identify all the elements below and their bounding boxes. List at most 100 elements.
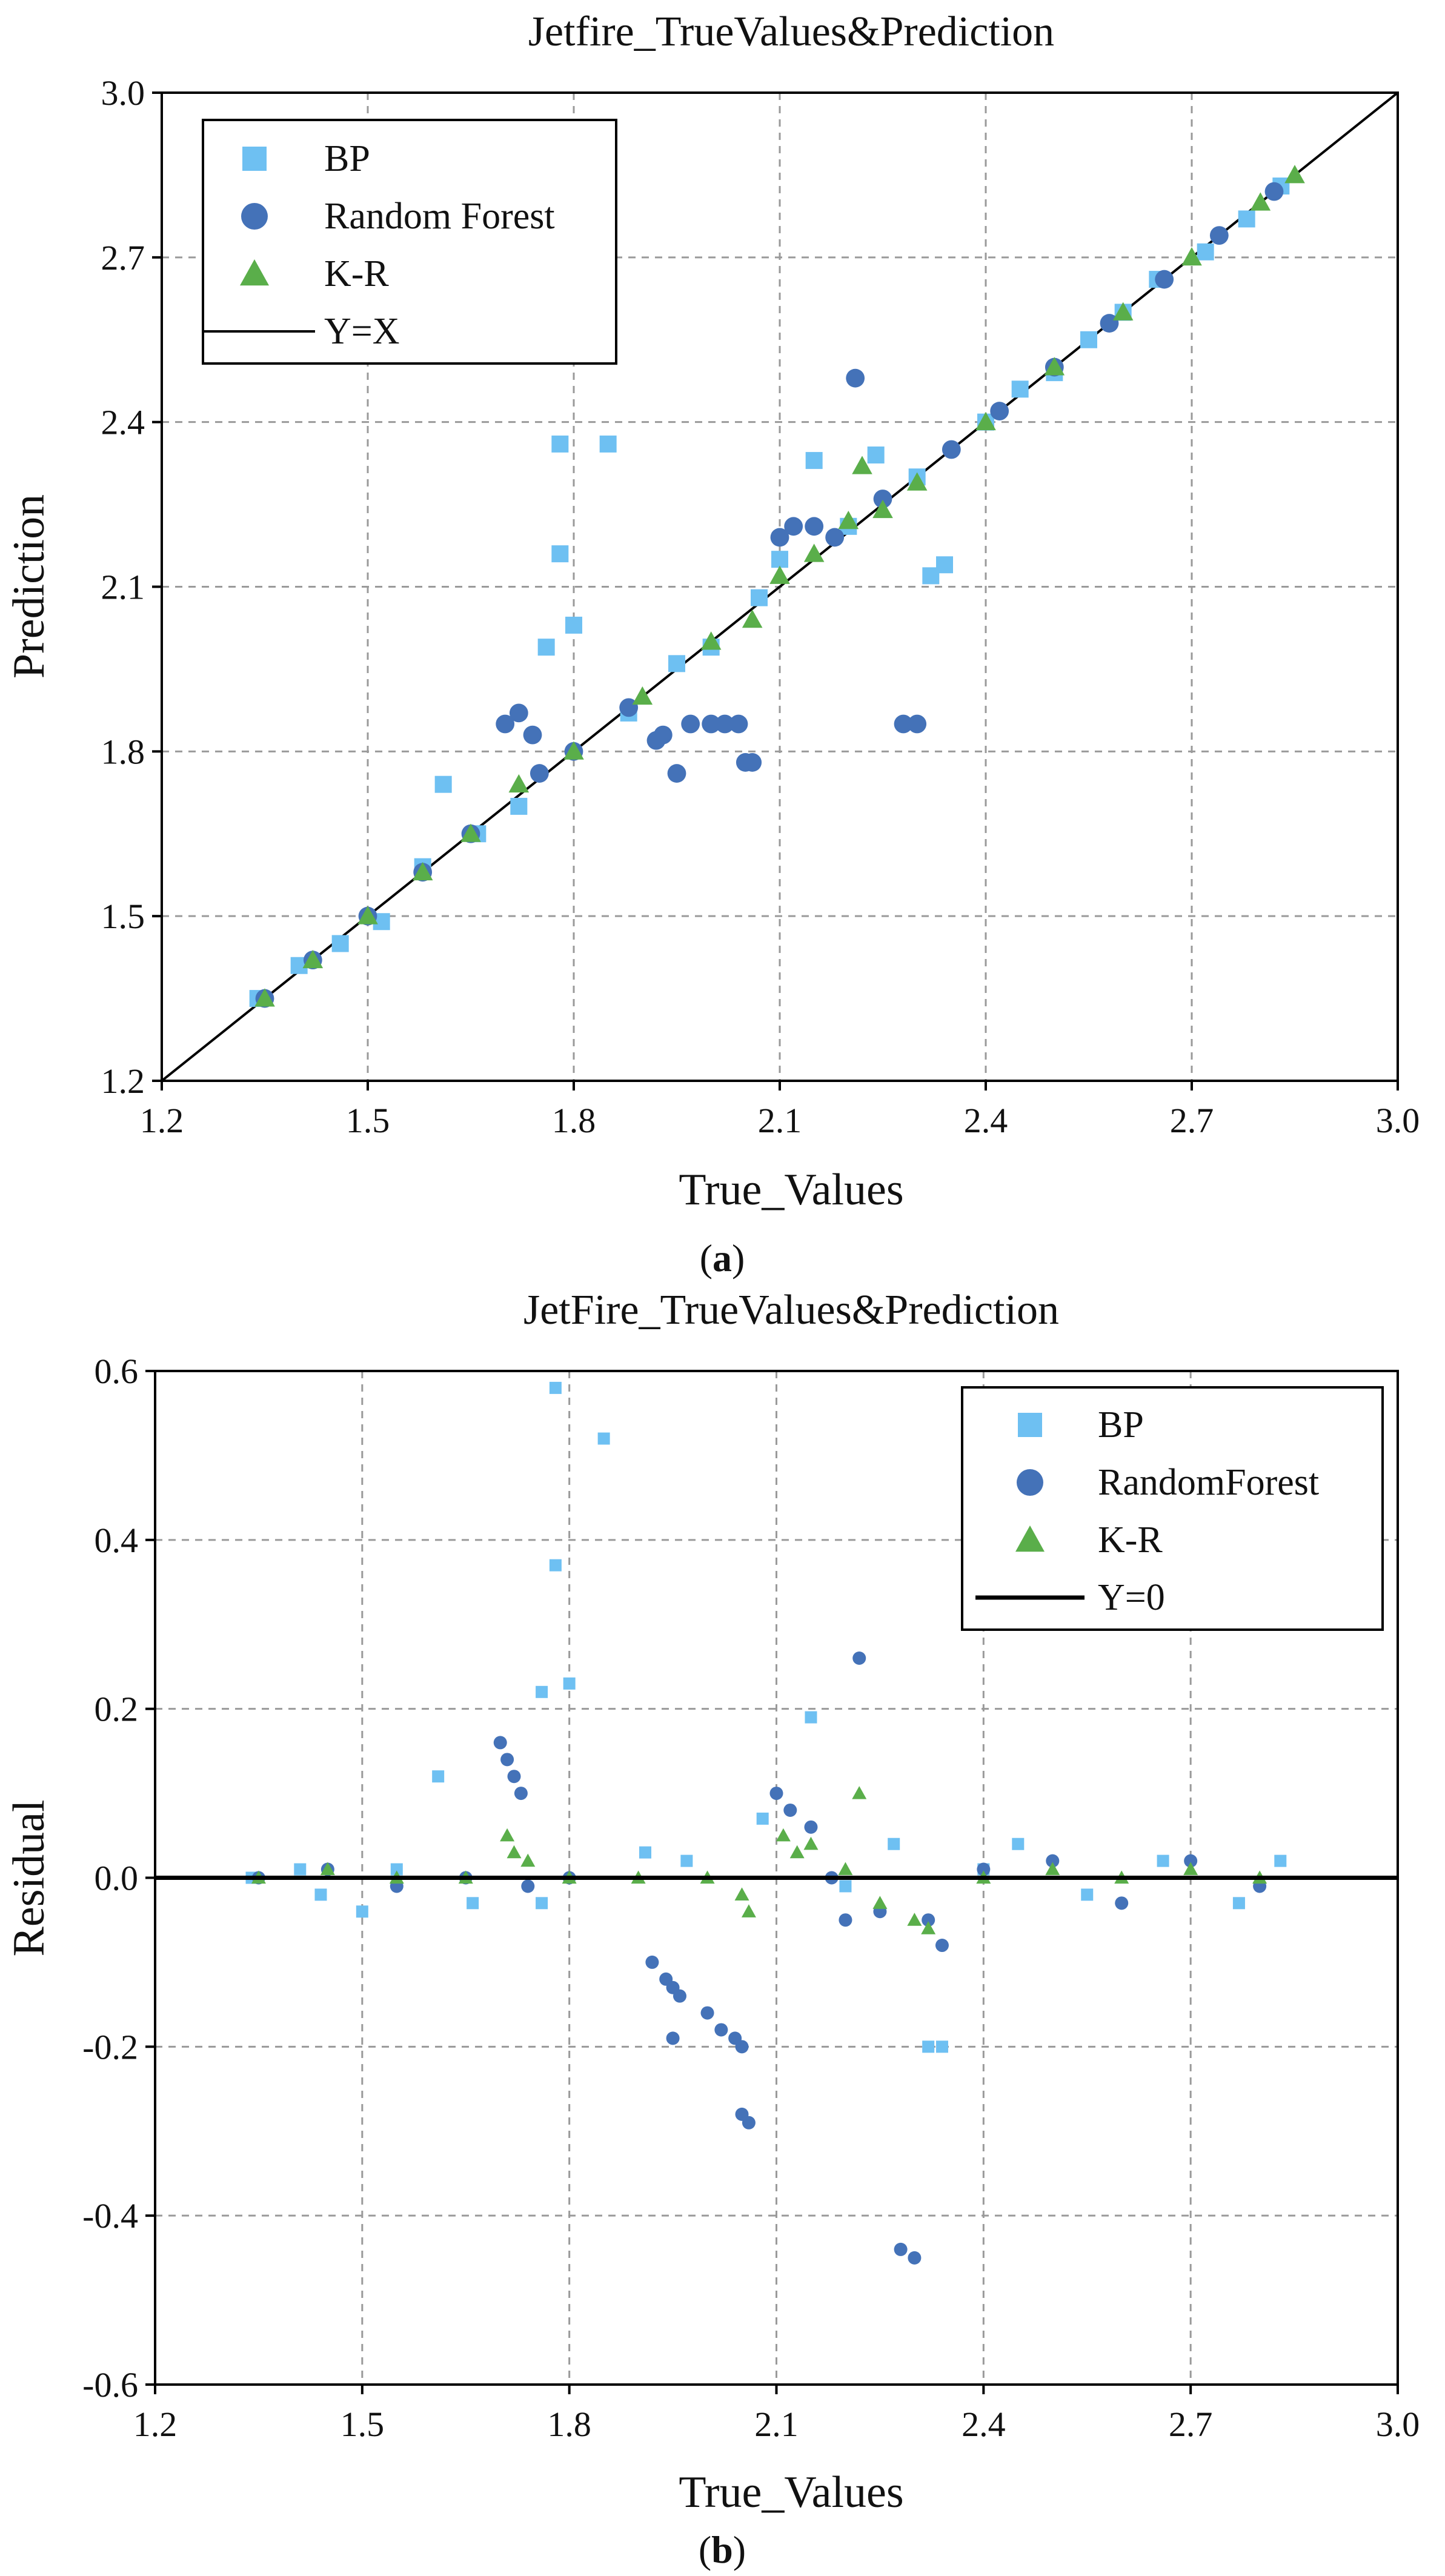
b-x-tick-label: 2.7 [1169, 2405, 1213, 2444]
b-circle-point [735, 2040, 749, 2054]
b-square-point [839, 1880, 852, 1893]
a-triangle-point [508, 774, 530, 793]
a-circle-point [496, 714, 515, 734]
panel-a-legend: BP Random Forest K-R Y=X [202, 119, 617, 365]
a-triangle-point [563, 741, 584, 760]
a-circle-point [530, 764, 549, 783]
panel-b-legend-markers [975, 1413, 1085, 1600]
a-circle-point [681, 714, 700, 734]
a-circle-point [702, 714, 721, 734]
b-circle-point [742, 2116, 756, 2130]
b-circle-point [894, 2242, 908, 2256]
b-x-tick-label: 2.4 [962, 2405, 1006, 2444]
b-circle-point [500, 1753, 514, 1767]
a-triangle-point [838, 510, 859, 529]
b-circle-point [1046, 1854, 1060, 1868]
a-x-tick-label: 2.7 [1170, 1101, 1214, 1140]
a-triangle-point [803, 543, 825, 562]
a-triangle-point [357, 906, 378, 925]
square-marker-icon [1018, 1413, 1042, 1437]
b-triangle-point [803, 1836, 819, 1850]
panel-b-chart: JetFire_TrueValues&Prediction 1.2 1.5 1.8 2… [4, 1287, 1420, 2571]
b-circle-point [507, 1770, 521, 1784]
b-triangle-point [921, 1921, 936, 1934]
a-x-tick-label: 2.4 [964, 1101, 1008, 1140]
a-triangle-point [742, 609, 763, 628]
b-triangle-point [507, 1845, 522, 1859]
b-square-point [432, 1770, 445, 1783]
b-y-tick-label: 0.0 [95, 1859, 139, 1898]
a-square-point [1011, 380, 1029, 398]
a-triangle-point [700, 631, 722, 650]
a-triangle-point [872, 499, 893, 519]
b-square-point [314, 1888, 327, 1901]
b-circle-point [700, 2006, 714, 2020]
b-circle-point [514, 1787, 528, 1801]
a-square-point [537, 639, 555, 656]
panel-b-legend-y-equals-0: Y=0 [1098, 1577, 1165, 1618]
panel-b-x-axis-label: True_Values [679, 2468, 903, 2517]
a-x-tick-label: 2.1 [758, 1101, 802, 1140]
panel-a-legend-box [202, 119, 617, 365]
a-square-point [1238, 210, 1255, 228]
b-x-tick-label: 1.5 [340, 2405, 385, 2444]
a-triangle-point [460, 823, 481, 842]
panel-a-data-points [249, 165, 1305, 1008]
a-y-tick-label: 1.2 [101, 1061, 145, 1101]
a-square-point [936, 556, 953, 574]
a-circle-point [653, 725, 673, 745]
panel-b-legend-randomforest: RandomForest [1098, 1462, 1319, 1503]
b-triangle-point [520, 1853, 536, 1867]
b-x-tick-label: 3.0 [1376, 2405, 1420, 2444]
a-square-point [1080, 331, 1097, 348]
a-y-tick-label: 2.4 [101, 403, 145, 442]
b-triangle-point [838, 1862, 853, 1876]
a-x-tick-label: 1.8 [552, 1101, 596, 1140]
a-triangle-point [1284, 165, 1305, 184]
a-triangle-point [254, 988, 275, 1007]
a-triangle-point [852, 456, 872, 474]
a-circle-point [743, 753, 762, 772]
a-triangle-point [906, 472, 928, 491]
a-circle-point [894, 714, 913, 734]
triangle-marker-icon [240, 259, 269, 286]
b-circle-point [852, 1651, 866, 1665]
b-square-point [639, 1846, 652, 1859]
b-circle-point [804, 1820, 818, 1834]
b-square-point [805, 1711, 817, 1724]
b-triangle-point [776, 1828, 791, 1842]
a-triangle-point [1044, 357, 1065, 376]
b-square-point [1232, 1897, 1245, 1910]
b-circle-point [493, 1736, 507, 1750]
panel-b-title: JetFire_TrueValues&Prediction [523, 1287, 1059, 1333]
a-square-point [565, 616, 582, 634]
b-circle-point [935, 1939, 949, 1953]
a-triangle-point [632, 686, 653, 705]
a-triangle-point [975, 411, 996, 431]
a-y-tick-label: 1.8 [101, 732, 145, 771]
panel-a-y-axis-label: Prediction [4, 494, 54, 679]
b-circle-point [666, 2031, 680, 2045]
a-square-point [331, 935, 349, 952]
panel-b-legend-bp: BP [1098, 1404, 1144, 1446]
b-circle-point [839, 1913, 852, 1927]
a-circle-point [715, 714, 734, 734]
a-circle-point [908, 714, 927, 734]
b-triangle-point [789, 1845, 805, 1859]
b-square-point [935, 2040, 948, 2053]
a-x-tick-label: 1.5 [346, 1101, 390, 1140]
b-square-point [756, 1812, 769, 1825]
panel-a-x-axis-label: True_Values [679, 1165, 903, 1215]
a-x-tick-label: 3.0 [1376, 1101, 1420, 1140]
a-square-point [771, 551, 788, 568]
b-square-point [1081, 1888, 1094, 1901]
b-x-tick-label: 1.8 [547, 2405, 591, 2444]
panel-b-legend-kr: K-R [1098, 1519, 1163, 1561]
panel-b-ticks: 1.2 1.5 1.8 2.1 2.4 2.7 3.0 -0.6 -0.4 -0.2 0.0 0.2 0… [82, 1352, 1420, 2444]
b-square-point [888, 1837, 900, 1850]
a-series-triangle [254, 165, 1305, 1007]
b-circle-point [1184, 1854, 1198, 1868]
panel-b-y-axis-label: Residual [4, 1800, 54, 1957]
a-triangle-point [1112, 302, 1134, 320]
a-square-point [510, 797, 528, 815]
